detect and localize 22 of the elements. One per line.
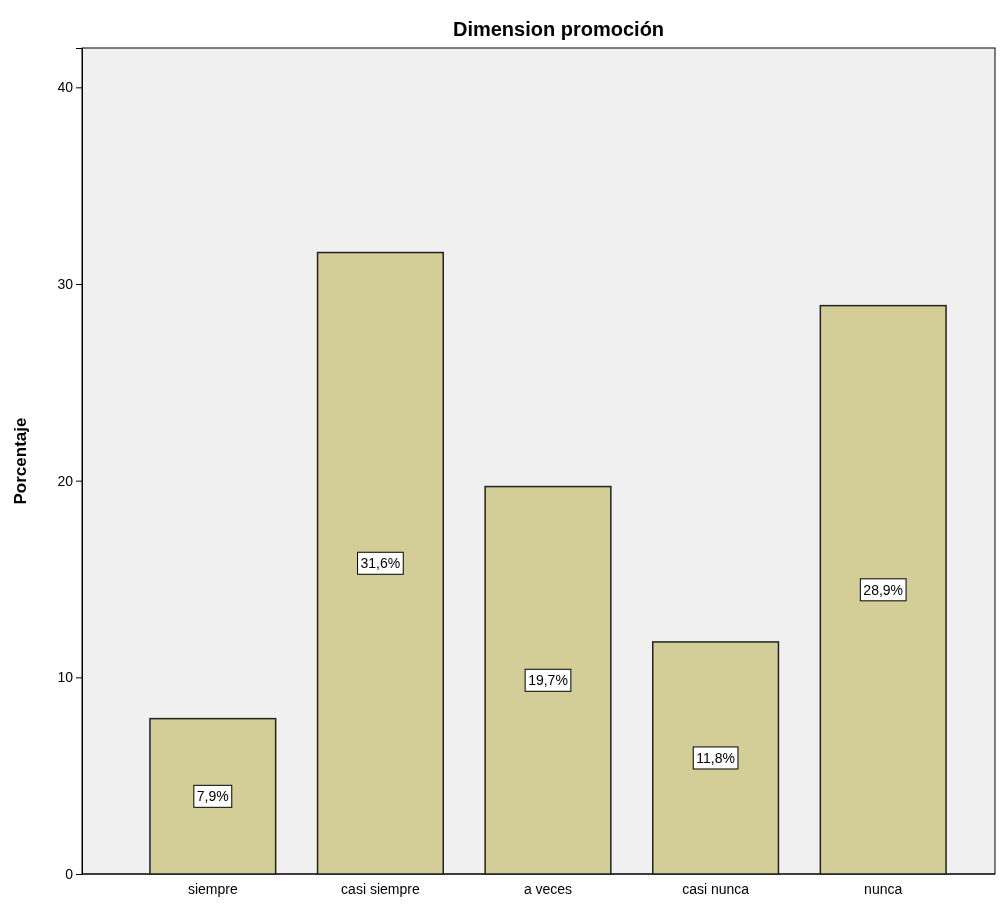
- y-tick-label: 0: [65, 865, 74, 882]
- y-tick-label: 30: [57, 275, 74, 292]
- bar: [149, 717, 277, 875]
- x-tick-label: nunca: [864, 880, 903, 897]
- x-tick-label: casi nunca: [682, 880, 750, 897]
- data-label: 31,6%: [360, 555, 401, 572]
- bar: [484, 485, 612, 875]
- x-tick-label: siempre: [187, 880, 238, 897]
- bar: [316, 251, 444, 875]
- x-tick-label: a veces: [523, 880, 573, 897]
- data-label: 11,8%: [696, 749, 735, 766]
- data-label: 19,7%: [528, 672, 568, 689]
- y-tick-label: 40: [57, 79, 74, 96]
- x-tick-label: casi siempre: [341, 880, 420, 897]
- data-label: 28,9%: [863, 581, 904, 598]
- y-tick-label: 10: [57, 669, 74, 686]
- bar: [652, 641, 780, 875]
- bar: [819, 304, 947, 875]
- y-tick-label: 20: [57, 472, 74, 489]
- data-label: 7,9%: [196, 788, 229, 805]
- chart-title: Dimension promoción: [452, 18, 665, 40]
- y-axis-title: Porcentaje: [11, 417, 30, 505]
